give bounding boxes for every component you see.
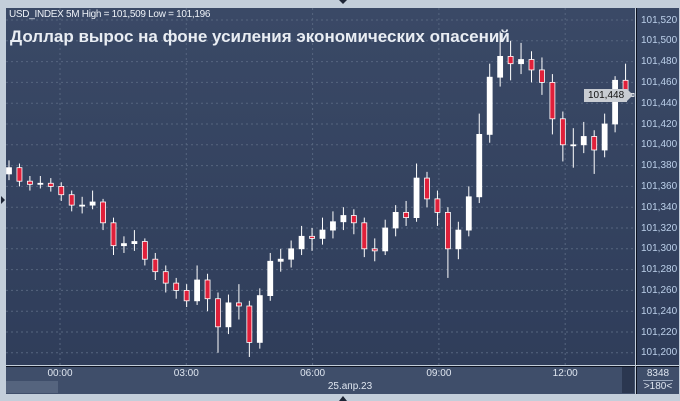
time-tick-label: 00:00 (47, 368, 73, 379)
candle-down (591, 136, 598, 151)
candle-down (528, 59, 535, 71)
price-tick-label: 101,460 (641, 76, 678, 88)
time-axis[interactable] (6, 366, 635, 394)
candle-up (340, 215, 347, 223)
candle-up (382, 227, 389, 252)
candle-up (194, 279, 201, 302)
candle-up (570, 144, 577, 147)
instrument-header: USD_INDEX 5M High = 101,509 Low = 101,19… (9, 9, 211, 20)
candle-down (110, 222, 117, 247)
candle-up (37, 182, 44, 185)
candle-down (403, 211, 410, 218)
candle-up (6, 167, 12, 175)
candle-down (141, 241, 148, 260)
candle-down (424, 177, 430, 200)
candle-up (319, 229, 326, 239)
time-tick-label: 06:00 (300, 368, 326, 379)
divider (643, 380, 673, 381)
price-tick-label: 101,380 (641, 160, 678, 172)
candle-down (444, 211, 451, 250)
candle-down (183, 289, 190, 302)
candle-down (26, 180, 33, 185)
bars-info-panel: 8348 >180< (636, 366, 679, 394)
price-tick-label: 101,360 (641, 180, 678, 192)
price-tick-label: 101,480 (641, 56, 678, 68)
candle-down (173, 282, 180, 291)
candle-down (434, 198, 441, 213)
price-axis[interactable] (636, 8, 679, 365)
candle-down (152, 258, 159, 273)
candle-up (476, 133, 483, 198)
price-tick-label: 101,520 (641, 14, 678, 26)
bottom-arrow-icon[interactable] (339, 396, 347, 401)
candle-up (601, 123, 608, 151)
candle-down (215, 298, 221, 328)
zoom-level: >180< (643, 381, 673, 392)
price-tick-label: 101,220 (641, 326, 678, 338)
candle-down (235, 302, 242, 307)
price-tick-label: 101,300 (641, 243, 678, 255)
candle-up (580, 136, 587, 146)
candle-up (298, 235, 305, 250)
candle-up (413, 177, 420, 219)
left-arrow-icon[interactable] (1, 196, 5, 204)
candle-up (277, 258, 284, 262)
chart-title: Доллар вырос на фоне усиления экономичес… (10, 27, 510, 46)
candle-down (507, 56, 514, 65)
candle-down (539, 69, 545, 83)
last-price-label: 101,448 (584, 89, 634, 102)
candle-up (267, 260, 274, 296)
candle-down (361, 222, 368, 250)
candle-up (256, 295, 263, 343)
candle-up (518, 59, 524, 65)
candle-down (16, 167, 23, 182)
bars-count: 8348 (646, 368, 670, 379)
candle-up (288, 248, 295, 260)
time-tick-label: 09:00 (426, 368, 452, 379)
price-tick-label: 101,340 (641, 201, 678, 213)
candle-down (549, 82, 556, 120)
candle-up (225, 302, 232, 328)
price-tick-label: 101,280 (641, 264, 678, 276)
scroll-end-marker (622, 367, 634, 393)
candle-up (392, 211, 399, 229)
candle-down (309, 235, 315, 239)
candle-down (47, 182, 54, 187)
candle-up (131, 241, 138, 245)
price-tick-label: 101,260 (641, 284, 678, 296)
candle-up (497, 56, 504, 78)
candle-up (89, 201, 96, 206)
price-tick-label: 101,240 (641, 305, 678, 317)
price-tick-label: 101,200 (641, 347, 678, 359)
scrollbar-thumb[interactable] (6, 381, 58, 393)
candle-up (79, 204, 86, 207)
candle-down (559, 118, 566, 146)
candle-down (68, 194, 75, 206)
price-tick-label: 101,500 (641, 35, 678, 47)
candle-down (162, 271, 169, 284)
price-tick-label: 101,400 (641, 139, 678, 151)
candle-down (204, 279, 211, 300)
price-tick-label: 101,320 (641, 222, 678, 234)
date-label: 25.апр.23 (327, 381, 373, 392)
candle-down (350, 215, 357, 224)
candle-up (486, 76, 493, 135)
candle-up (121, 243, 127, 247)
candle-down (58, 185, 65, 196)
candle-up (330, 221, 336, 231)
time-tick-label: 03:00 (173, 368, 199, 379)
time-tick-label: 12:00 (552, 368, 578, 379)
candle-up (612, 79, 618, 125)
price-tick-label: 101,420 (641, 118, 678, 130)
top-arrow-icon[interactable] (339, 0, 347, 4)
candle-up (465, 196, 472, 231)
candle-down (371, 248, 378, 252)
candle-down (100, 201, 106, 224)
price-tick-label: 101,440 (641, 97, 678, 109)
candle-down (246, 305, 253, 343)
candle-up (455, 229, 462, 250)
